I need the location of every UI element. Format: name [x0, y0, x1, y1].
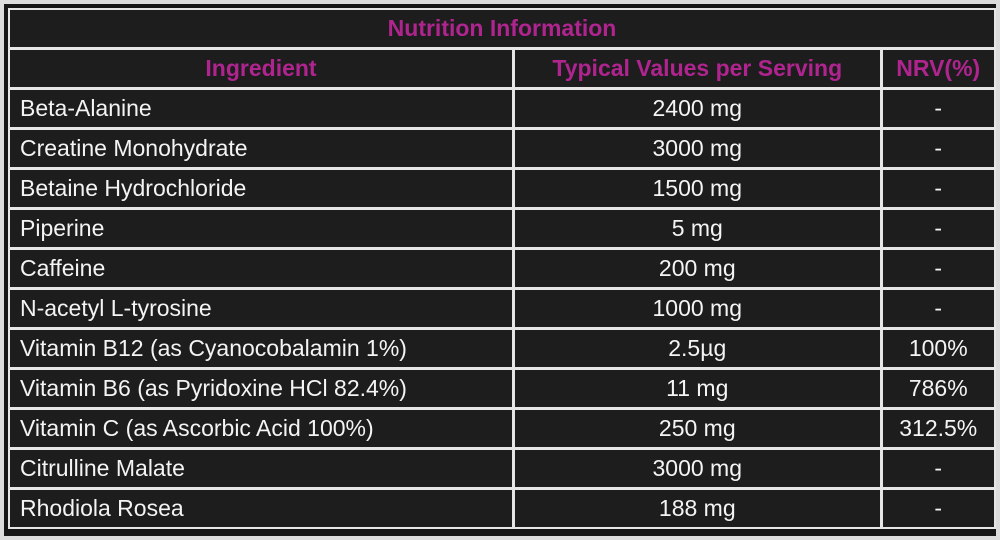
table-row: Vitamin C (as Ascorbic Acid 100%) 250 mg 3…	[7, 408, 996, 449]
nrv-cell: -	[880, 208, 996, 249]
nrv-cell: -	[880, 88, 996, 129]
typical-value-cell: 188 mg	[513, 488, 882, 529]
ingredient-cell: Citrulline Malate	[7, 448, 515, 489]
typical-value-cell: 2.5µg	[513, 328, 882, 369]
ingredient-cell: Rhodiola Rosea	[7, 488, 515, 529]
nrv-cell: 786%	[880, 368, 996, 409]
nrv-cell: -	[880, 248, 996, 289]
nutrition-table: Nutrition Information Ingredient Typical…	[7, 7, 997, 530]
header-nrv: NRV(%)	[880, 48, 996, 89]
table-row: N-acetyl L-tyrosine 1000 mg -	[7, 288, 996, 329]
nrv-cell: -	[880, 128, 996, 169]
table-row: Rhodiola Rosea 188 mg -	[7, 488, 996, 529]
typical-value-cell: 1500 mg	[513, 168, 882, 209]
ingredient-cell: Beta-Alanine	[7, 88, 515, 129]
table-title: Nutrition Information	[8, 8, 996, 49]
ingredient-cell: Caffeine	[7, 248, 515, 289]
header-row: Ingredient Typical Values per Serving NR…	[7, 48, 996, 89]
nrv-cell: -	[880, 168, 996, 209]
typical-value-cell: 1000 mg	[513, 288, 882, 329]
typical-value-cell: 3000 mg	[513, 448, 882, 489]
nrv-cell: 100%	[880, 328, 996, 369]
table-row: Betaine Hydrochloride 1500 mg -	[7, 168, 996, 209]
typical-value-cell: 200 mg	[513, 248, 882, 289]
nrv-cell: -	[880, 488, 996, 529]
table-body: Beta-Alanine 2400 mg - Creatine Monohydrate…	[7, 88, 996, 529]
typical-value-cell: 250 mg	[513, 408, 882, 449]
header-ingredient: Ingredient	[7, 48, 515, 89]
typical-value-cell: 3000 mg	[513, 128, 882, 169]
ingredient-cell: Vitamin C (as Ascorbic Acid 100%)	[7, 408, 515, 449]
table-row: Vitamin B12 (as Cyanocobalamin 1%) 2.5µg 1…	[7, 328, 996, 369]
typical-value-cell: 2400 mg	[513, 88, 882, 129]
table-row: Creatine Monohydrate 3000 mg -	[7, 128, 996, 169]
header-typical-values: Typical Values per Serving	[513, 48, 882, 89]
ingredient-cell: N-acetyl L-tyrosine	[7, 288, 515, 329]
nrv-cell: -	[880, 288, 996, 329]
ingredient-cell: Vitamin B12 (as Cyanocobalamin 1%)	[7, 328, 515, 369]
table-row: Beta-Alanine 2400 mg -	[7, 88, 996, 129]
nrv-cell: 312.5%	[880, 408, 996, 449]
ingredient-cell: Piperine	[7, 208, 515, 249]
nrv-cell: -	[880, 448, 996, 489]
ingredient-cell: Creatine Monohydrate	[7, 128, 515, 169]
table-row: Caffeine 200 mg -	[7, 248, 996, 289]
title-row: Nutrition Information	[8, 8, 996, 49]
typical-value-cell: 11 mg	[513, 368, 882, 409]
ingredient-cell: Vitamin B6 (as Pyridoxine HCl 82.4%)	[7, 368, 515, 409]
table-row: Piperine 5 mg -	[7, 208, 996, 249]
typical-value-cell: 5 mg	[513, 208, 882, 249]
ingredient-cell: Betaine Hydrochloride	[7, 168, 515, 209]
table-row: Vitamin B6 (as Pyridoxine HCl 82.4%) 11 m…	[7, 368, 996, 409]
table-row: Citrulline Malate 3000 mg -	[7, 448, 996, 489]
